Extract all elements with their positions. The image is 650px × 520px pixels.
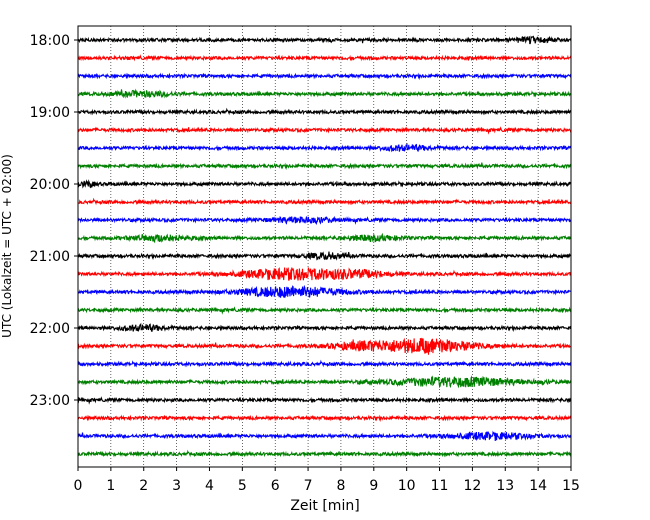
x-axis-ticks: 0 1 2 3 4 5 6 7 8 9 10 11 12 13 14 15: [74, 467, 580, 494]
x-tick-label: 3: [172, 478, 181, 494]
seismogram-trace: [77, 306, 572, 315]
seismogram-trace: [77, 197, 572, 206]
seismogram-trace: [77, 337, 572, 355]
y-tick-label: 21:00: [30, 249, 70, 265]
seismogram-trace: [77, 396, 572, 405]
seismogram-trace: [77, 359, 572, 368]
seismogram-trace: [77, 35, 572, 45]
seismogram-trace: [77, 162, 572, 171]
x-tick-label: 13: [496, 478, 514, 494]
seismogram-trace: [77, 107, 572, 116]
seismogram-trace: [77, 251, 572, 261]
plot-frame: [77, 25, 572, 468]
seismogram-trace: [77, 284, 572, 298]
seismogram-trace: [77, 414, 572, 423]
seismogram-trace: [77, 375, 572, 389]
x-tick-label: 0: [74, 478, 83, 494]
seismogram-trace: [77, 126, 572, 135]
x-tick-label: 10: [398, 478, 416, 494]
y-tick-label: 19:00: [30, 105, 70, 121]
x-tick-label: 5: [238, 478, 247, 494]
y-tick-label: 20:00: [30, 177, 70, 193]
y-axis-ticks: 18:00 19:00 20:00 21:00 22:00 23:00: [30, 33, 78, 409]
y-tick-label: 23:00: [30, 393, 70, 409]
seismogram-trace: [77, 449, 572, 458]
x-tick-label: 8: [336, 478, 345, 494]
y-axis-label: UTC (Lokalzeit = UTC + 02:00): [0, 154, 14, 338]
seismogram-trace: [77, 215, 572, 226]
seismogram-trace: [77, 88, 572, 99]
seismogram-trace: [77, 232, 572, 244]
y-tick-label: 18:00: [30, 33, 70, 49]
seismogram-trace: [77, 72, 572, 81]
x-tick-label: 2: [139, 478, 148, 494]
x-tick-label: 12: [463, 478, 481, 494]
y-tick-label: 22:00: [30, 321, 70, 337]
x-axis-label: Zeit [min]: [290, 498, 359, 514]
seismogram-trace: [77, 322, 572, 333]
seismogram-trace: [77, 179, 572, 189]
x-tick-label: 4: [205, 478, 214, 494]
x-tick-label: 7: [304, 478, 313, 494]
seismogram-trace: [77, 142, 572, 153]
x-tick-label: 11: [431, 478, 449, 494]
x-tick-label: 6: [271, 478, 280, 494]
seismogram-traces: [77, 35, 572, 458]
x-tick-label: 15: [562, 478, 580, 494]
seismogram-trace: [77, 266, 572, 281]
x-tick-label: 14: [529, 478, 547, 494]
x-tick-label: 9: [369, 478, 378, 494]
x-tick-label: 1: [106, 478, 115, 494]
seismogram-trace: [77, 54, 572, 62]
seismogram-trace: [77, 430, 572, 442]
